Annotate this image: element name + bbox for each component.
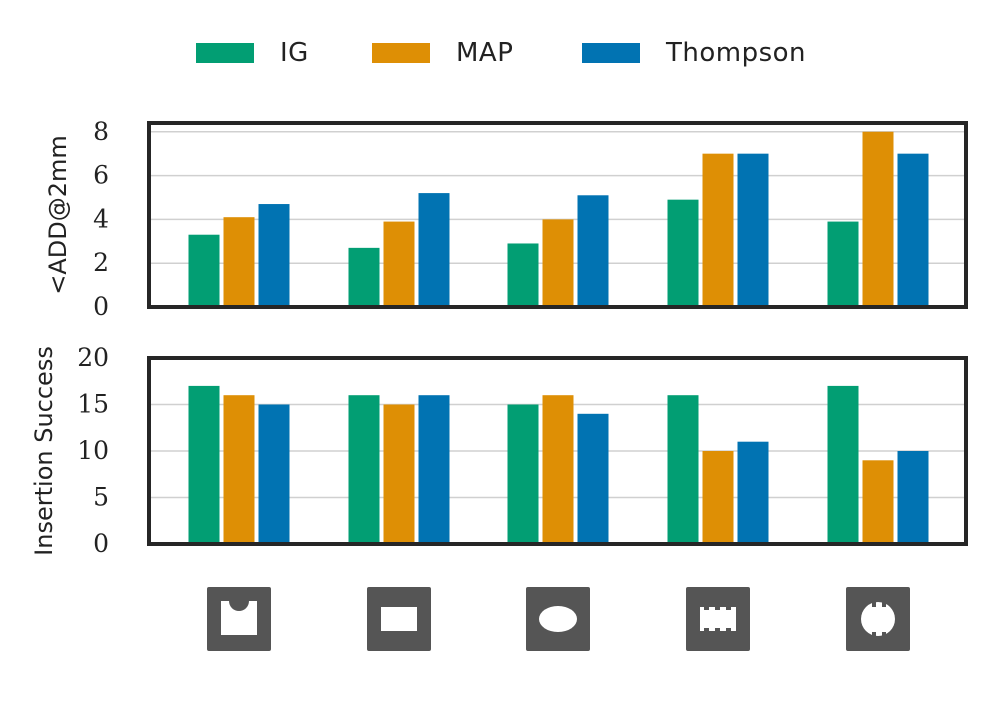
bar-map-1 [223, 395, 255, 544]
bar-thompson-4 [737, 441, 769, 544]
y-tick-label: 20 [77, 343, 109, 372]
y-tick-label: 0 [93, 529, 109, 558]
y-tick-label: 15 [77, 390, 109, 419]
bar-map-2 [383, 221, 415, 307]
legend-label-thompson: Thompson [666, 38, 807, 68]
bar-ig-5 [827, 385, 859, 544]
bar-thompson-4 [737, 153, 769, 307]
plot-frame [147, 121, 968, 309]
y-tick-label: 0 [93, 292, 109, 321]
legend-item-thompson: Thompson [582, 38, 806, 68]
half-circle-hole-icon [207, 587, 271, 651]
add-panel: 0 2 4 6 8 <ADD@2mm [44, 117, 968, 321]
bar-ig-5 [827, 221, 859, 307]
y-tick-label: 4 [93, 204, 109, 233]
legend-swatch-map [372, 43, 430, 63]
bar-thompson-2 [418, 193, 450, 307]
bar-map-3 [542, 395, 574, 544]
bar-map-4 [702, 451, 734, 544]
legend-label-map: MAP [456, 38, 514, 68]
bar-thompson-5 [897, 451, 929, 544]
bar-ig-2 [348, 395, 380, 544]
bar-thompson-5 [897, 153, 929, 307]
bar-ig-3 [507, 243, 539, 307]
bar-ig-2 [348, 247, 380, 307]
insertion-panel: 0 5 10 15 20 Insertion Success [30, 343, 968, 558]
y-tick-label: 2 [93, 248, 109, 277]
ellipse-hole-icon [526, 587, 590, 651]
legend-item-ig: IG [196, 38, 309, 68]
notched-circle-hole-icon [846, 587, 910, 651]
legend-swatch-ig [196, 43, 254, 63]
bar-map-5 [862, 460, 894, 544]
notched-rectangle-hole-icon [686, 587, 750, 651]
bar-map-5 [862, 131, 894, 307]
bar-map-1 [223, 217, 255, 307]
bar-thompson-1 [258, 404, 290, 544]
bar-map-2 [383, 404, 415, 544]
plot-frame [147, 356, 968, 546]
bar-map-3 [542, 219, 574, 307]
y-tick-label: 8 [93, 117, 109, 146]
y-axis-label: <ADD@2mm [44, 135, 72, 295]
y-tick-label: 6 [93, 161, 109, 190]
bar-ig-4 [667, 199, 699, 307]
y-tick-label: 5 [93, 483, 109, 512]
bar-ig-3 [507, 404, 539, 544]
legend-label-ig: IG [280, 38, 309, 68]
bar-thompson-1 [258, 204, 290, 307]
shape-icons [207, 587, 910, 651]
legend: IG MAP Thompson [0, 30, 998, 80]
bar-map-4 [702, 153, 734, 307]
legend-swatch-thompson [582, 43, 640, 63]
y-tick-label: 10 [77, 436, 109, 465]
rectangle-hole-icon [367, 587, 431, 651]
bar-ig-4 [667, 395, 699, 544]
bar-thompson-3 [577, 195, 609, 307]
bar-thompson-3 [577, 413, 609, 544]
bar-thompson-2 [418, 395, 450, 544]
bar-ig-1 [188, 234, 220, 307]
y-axis-label: Insertion Success [30, 346, 58, 556]
bar-ig-1 [188, 385, 220, 544]
legend-item-map: MAP [372, 38, 513, 68]
